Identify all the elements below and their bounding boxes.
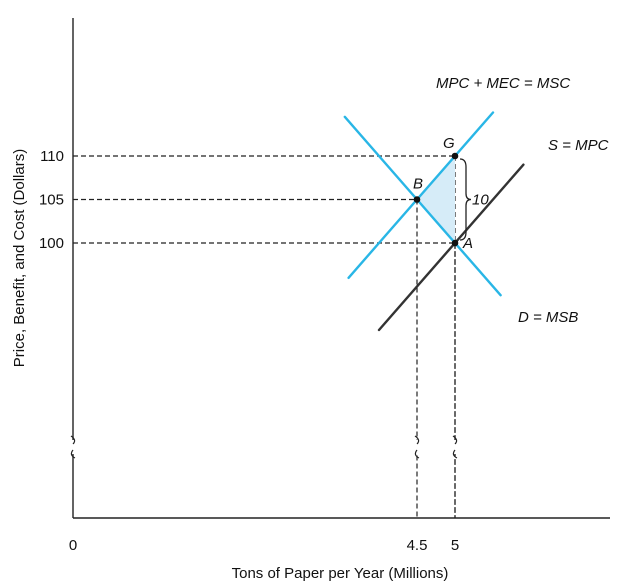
shaded-triangle <box>417 156 455 243</box>
series-label-2: D = MSB <box>518 309 578 326</box>
break-mark-top <box>70 435 76 445</box>
x-axis-title: Tons of Paper per Year (Millions) <box>232 565 449 582</box>
y-tick-label: 100 <box>39 235 64 252</box>
curves <box>343 111 525 332</box>
point-g <box>451 152 459 160</box>
brace-annotation <box>459 158 472 241</box>
break-mark-top <box>414 435 420 445</box>
break-mark-bottom <box>452 449 458 459</box>
point-b <box>413 196 421 203</box>
point-label-g: G <box>443 135 455 152</box>
point-label-b: B <box>413 176 423 193</box>
data-points <box>413 152 459 247</box>
series-line-1 <box>377 163 525 332</box>
x-tick-label: 0 <box>69 537 77 554</box>
break-mark-top <box>452 435 458 445</box>
series-line-0 <box>347 111 495 279</box>
x-tick-label: 5 <box>451 537 459 554</box>
axis-breaks <box>68 435 460 459</box>
break-mark-bottom <box>70 449 76 459</box>
axes <box>69 18 610 519</box>
break-gap <box>412 440 422 454</box>
series-line-2 <box>343 115 502 297</box>
break-gap <box>68 440 78 454</box>
y-tick-label: 110 <box>40 148 64 165</box>
deadweight-loss-area <box>417 156 455 243</box>
y-axis-title: Price, Benefit, and Cost (Dollars) <box>11 149 28 367</box>
annotation-label-0: 10 <box>472 192 489 209</box>
series-label-0: MPC + MEC = MSC <box>436 75 570 92</box>
guide-lines <box>73 155 456 518</box>
break-gap <box>450 440 460 454</box>
point-a <box>451 239 459 247</box>
series-label-1: S = MPC <box>548 137 609 154</box>
y-tick-label: 105 <box>39 192 64 209</box>
tick-labels: 100 105 110 0 4.5 5 <box>39 148 459 554</box>
point-label-a: A <box>462 235 473 252</box>
break-mark-bottom <box>414 449 420 459</box>
labels: MPC + MEC = MSC S = MPC D = MSB G B A 10 <box>413 75 609 326</box>
x-tick-label: 4.5 <box>407 537 428 554</box>
